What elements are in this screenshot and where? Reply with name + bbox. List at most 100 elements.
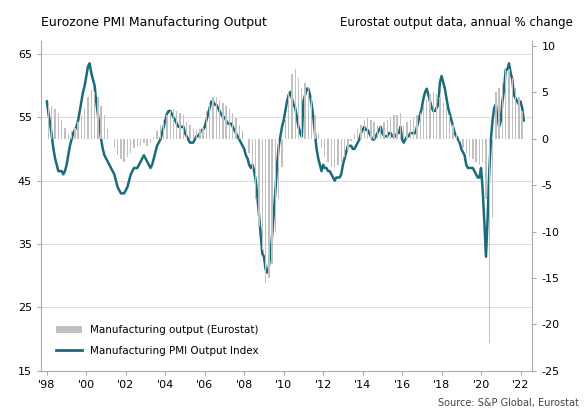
Bar	[452, 125, 454, 139]
Bar	[288, 92, 290, 139]
Bar	[502, 83, 503, 139]
Bar	[91, 90, 92, 139]
Bar	[130, 139, 132, 152]
Bar	[64, 128, 66, 139]
Bar	[239, 125, 240, 139]
Bar	[367, 118, 368, 139]
Bar	[400, 113, 401, 139]
Bar	[275, 139, 276, 232]
Bar	[407, 122, 408, 139]
Bar	[232, 113, 233, 139]
Bar	[472, 139, 473, 159]
Bar	[291, 74, 292, 139]
Bar	[271, 139, 273, 264]
Bar	[173, 109, 174, 139]
Bar	[107, 129, 108, 139]
Bar	[259, 139, 260, 227]
Bar	[48, 103, 49, 139]
Bar	[235, 118, 237, 139]
Bar	[357, 129, 359, 139]
Bar	[140, 139, 142, 146]
Bar	[301, 88, 302, 139]
Bar	[160, 125, 161, 139]
Bar	[127, 139, 128, 157]
Bar	[479, 139, 480, 165]
Bar	[476, 139, 477, 162]
Bar	[249, 139, 250, 152]
Bar	[222, 103, 223, 139]
Bar	[403, 125, 404, 139]
Bar	[58, 113, 59, 139]
Bar	[469, 139, 470, 157]
Bar	[74, 128, 75, 139]
Bar	[212, 97, 214, 139]
Bar	[314, 115, 316, 139]
Bar	[180, 113, 181, 139]
Bar	[488, 139, 490, 343]
Bar	[492, 139, 493, 218]
Bar	[433, 92, 434, 139]
Bar	[462, 139, 464, 148]
Bar	[436, 94, 438, 139]
Bar	[521, 111, 523, 139]
Bar	[137, 139, 138, 146]
Bar	[482, 139, 483, 162]
Bar	[170, 111, 171, 139]
Bar	[54, 109, 56, 139]
Bar	[229, 109, 230, 139]
Bar	[505, 69, 507, 139]
Bar	[363, 120, 365, 139]
Bar	[515, 88, 517, 139]
Bar	[190, 125, 191, 139]
Bar	[449, 115, 450, 139]
Bar	[350, 139, 352, 140]
Bar	[377, 125, 378, 139]
Bar	[133, 139, 135, 148]
Bar	[176, 111, 177, 139]
Bar	[104, 115, 105, 139]
Text: Source: S&P Global, Eurostat: Source: S&P Global, Eurostat	[438, 398, 579, 408]
Bar	[146, 139, 148, 146]
Bar	[225, 106, 227, 139]
Bar	[252, 139, 253, 171]
Bar	[439, 97, 441, 139]
Bar	[383, 122, 385, 139]
Bar	[370, 120, 371, 139]
Bar	[87, 97, 89, 139]
Bar	[321, 139, 322, 148]
Bar	[397, 115, 398, 139]
Bar	[219, 100, 220, 139]
Bar	[166, 115, 168, 139]
Bar	[255, 139, 256, 199]
Bar	[298, 78, 299, 139]
Bar	[196, 129, 197, 139]
Bar	[183, 115, 184, 139]
Bar	[338, 139, 339, 165]
Bar	[380, 125, 381, 139]
Bar	[153, 137, 154, 139]
Bar	[456, 134, 457, 139]
Bar	[387, 120, 388, 139]
Bar	[419, 113, 421, 139]
Bar	[150, 139, 151, 143]
Bar	[347, 139, 349, 150]
Bar	[143, 139, 144, 143]
Bar	[120, 139, 122, 159]
Bar	[354, 134, 355, 139]
Bar	[186, 122, 187, 139]
Bar	[423, 106, 424, 139]
Bar	[360, 125, 362, 139]
Bar	[281, 139, 283, 166]
Bar	[278, 139, 280, 199]
Bar	[101, 106, 102, 139]
Bar	[413, 118, 414, 139]
Bar	[308, 88, 309, 139]
Bar	[97, 97, 98, 139]
Bar	[71, 131, 72, 139]
Bar	[163, 120, 164, 139]
Bar	[416, 115, 418, 139]
Bar	[426, 100, 428, 139]
Bar	[495, 92, 497, 139]
Bar	[328, 139, 329, 162]
Bar	[123, 139, 125, 162]
